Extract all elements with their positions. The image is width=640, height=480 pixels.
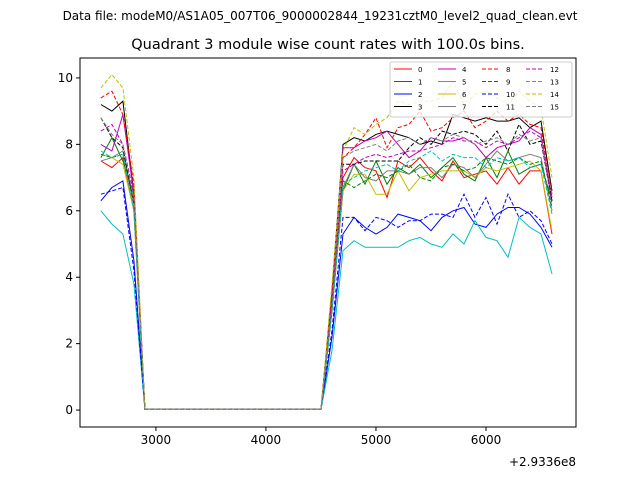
legend-label: 0 — [418, 66, 422, 74]
y-tick-label: 10 — [58, 71, 73, 85]
x-tick-label: 6000 — [471, 433, 502, 447]
series-line-5 — [100, 210, 553, 410]
y-tick-label: 6 — [65, 204, 73, 218]
legend-label: 6 — [462, 91, 467, 99]
legend-label: 1 — [418, 79, 422, 87]
legend-label: 13 — [550, 79, 559, 87]
plot-frame — [79, 57, 577, 428]
legend-frame — [389, 61, 573, 118]
legend-label: 14 — [550, 91, 559, 99]
legend-label: 9 — [506, 79, 510, 87]
y-tick-label: 0 — [65, 403, 73, 417]
legend-label: 10 — [506, 91, 515, 99]
series-line-15 — [100, 117, 553, 410]
legend-label: 8 — [506, 66, 510, 74]
legend-label: 11 — [506, 104, 515, 112]
series-line-13 — [100, 150, 553, 410]
suptitle: Data file: modeM0/AS1A05_007T06_90000028… — [63, 9, 578, 23]
y-tick-label: 2 — [65, 337, 73, 351]
legend-label: 3 — [418, 104, 422, 112]
y-tick-label: 8 — [65, 137, 73, 151]
legend-label: 4 — [462, 66, 467, 74]
legend-label: 7 — [462, 104, 466, 112]
series-line-2 — [100, 180, 553, 410]
x-offset-label: +2.9336e8 — [509, 455, 576, 469]
legend-label: 5 — [462, 79, 466, 87]
series-line-8 — [100, 90, 553, 410]
x-tick-label: 5000 — [361, 433, 392, 447]
x-tick-label: 4000 — [251, 433, 282, 447]
chart-title: Quadrant 3 module wise count rates with … — [131, 37, 525, 53]
legend-label: 15 — [550, 104, 559, 112]
y-tick-label: 4 — [65, 270, 73, 284]
legend-label: 2 — [418, 91, 422, 99]
legend-label: 12 — [550, 66, 559, 74]
x-tick-label: 3000 — [141, 433, 172, 447]
